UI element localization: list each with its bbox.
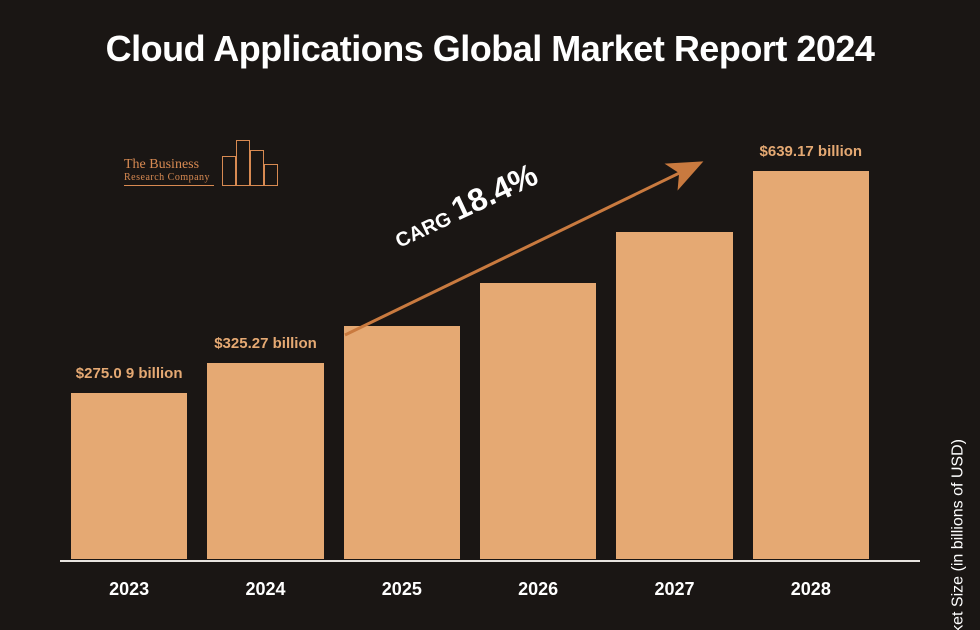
bar-value-label: $325.27 billion <box>214 335 317 354</box>
x-axis-label: 2026 <box>479 579 597 600</box>
y-axis-label: Market Size (in billions of USD) <box>949 439 967 630</box>
x-axis-label: 2023 <box>70 579 188 600</box>
x-axis-label: 2027 <box>615 579 733 600</box>
x-axis-label: 2025 <box>343 579 461 600</box>
x-axis-line <box>60 560 920 562</box>
bar <box>615 231 733 560</box>
x-axis-label: 2028 <box>752 579 870 600</box>
bar <box>343 325 461 560</box>
bar <box>479 282 597 560</box>
bar <box>752 170 870 560</box>
bar <box>70 392 188 560</box>
bar <box>206 362 324 560</box>
bar-group <box>615 223 733 560</box>
x-axis-label: 2024 <box>206 579 324 600</box>
bar-group: $639.17 billion <box>752 143 870 560</box>
page-title: Cloud Applications Global Market Report … <box>0 0 980 70</box>
bar-value-label: $275.0 9 billion <box>76 365 183 384</box>
bar-group <box>343 317 461 560</box>
bar-group: $325.27 billion <box>206 335 324 560</box>
bar-group: $275.0 9 billion <box>70 365 188 560</box>
bar-value-label: $639.17 billion <box>760 143 863 162</box>
bar-group <box>479 274 597 560</box>
